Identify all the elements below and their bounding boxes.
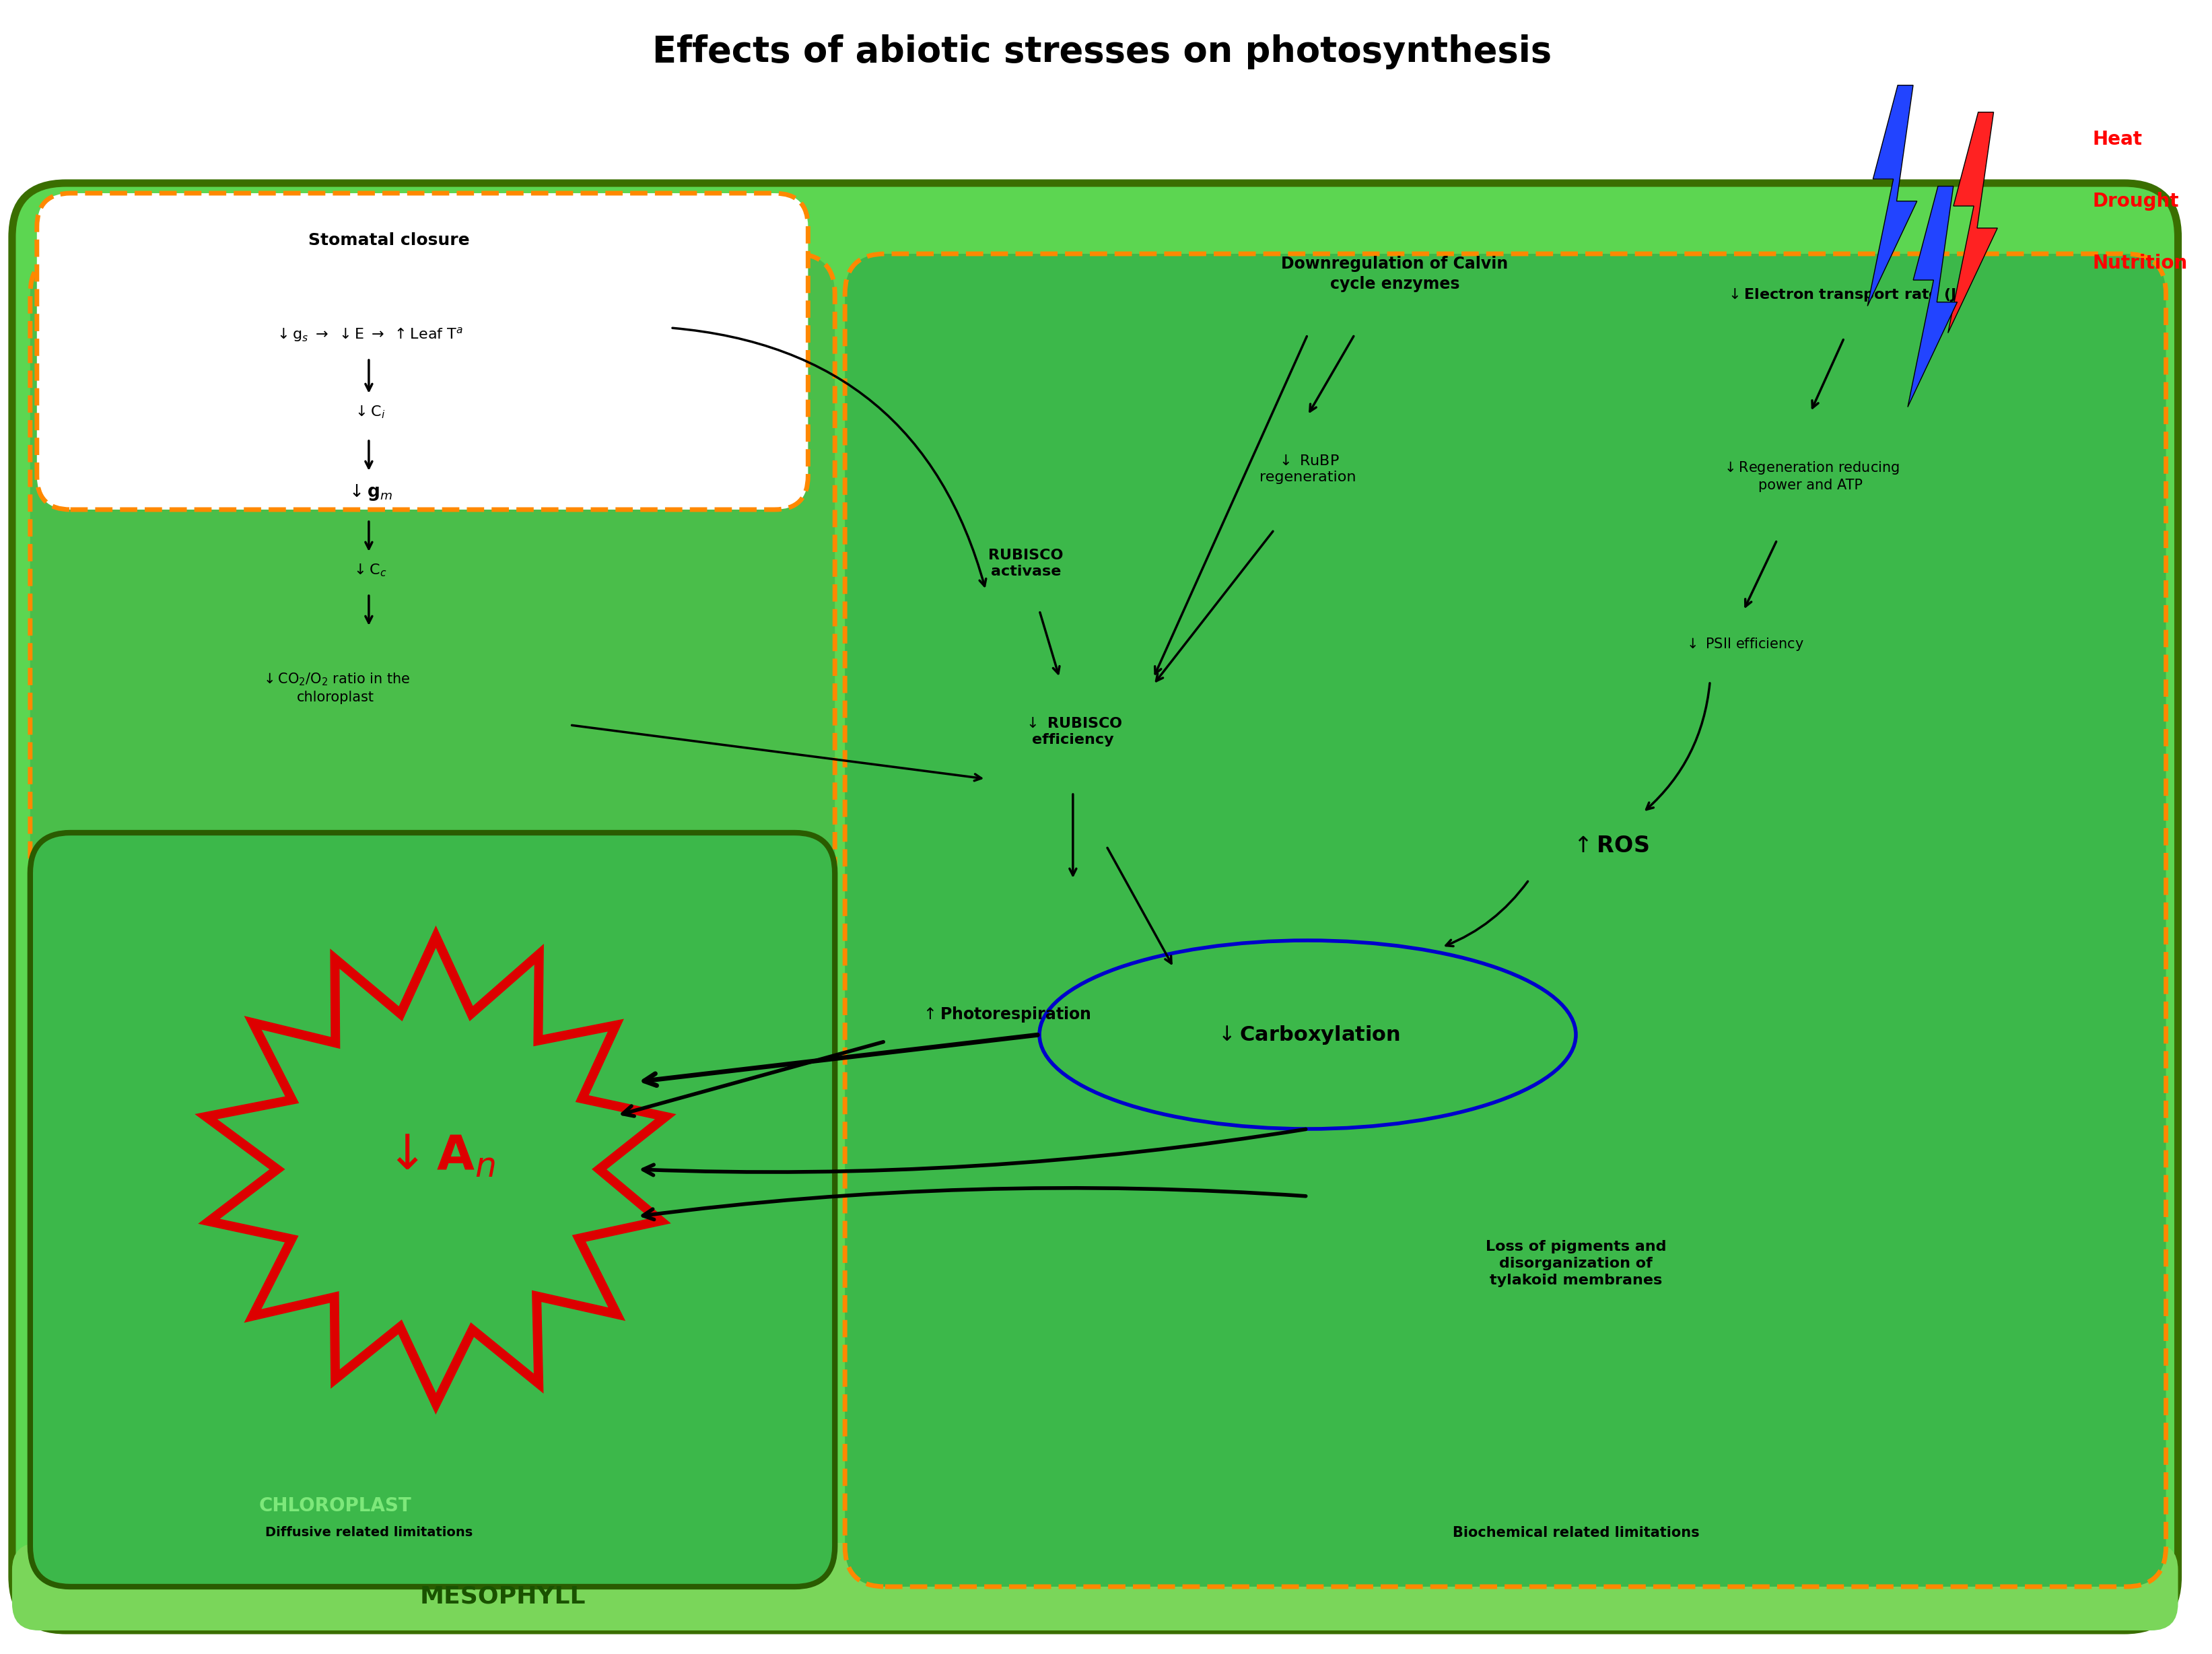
Text: $\downarrow$A$_n$: $\downarrow$A$_n$ (376, 1133, 495, 1179)
Text: $\downarrow$g$_s$ $\rightarrow$ $\downarrow$E $\rightarrow$ $\uparrow$Leaf T$^a$: $\downarrow$g$_s$ $\rightarrow$ $\downar… (274, 326, 462, 344)
Text: $\downarrow$CO$_2$/O$_2$ ratio in the
chloroplast: $\downarrow$CO$_2$/O$_2$ ratio in the ch… (261, 672, 409, 705)
Text: $\downarrow$Carboxylation: $\downarrow$Carboxylation (1214, 1024, 1400, 1045)
Text: CHLOROPLAST: CHLOROPLAST (259, 1497, 411, 1515)
FancyBboxPatch shape (38, 194, 807, 509)
Text: $\downarrow$Regeneration reducing
power and ATP: $\downarrow$Regeneration reducing power … (1721, 460, 1900, 493)
Text: RUBISCO
activase: RUBISCO activase (989, 549, 1064, 579)
FancyBboxPatch shape (11, 1543, 2179, 1631)
Text: $\downarrow$C$_c$: $\downarrow$C$_c$ (352, 562, 387, 579)
Text: Drought: Drought (2093, 192, 2179, 210)
Text: Biochemical related limitations: Biochemical related limitations (1453, 1527, 1699, 1540)
Text: Loss of pigments and
disorganization of
tylakoid membranes: Loss of pigments and disorganization of … (1486, 1240, 1666, 1287)
Text: Heat: Heat (2093, 131, 2141, 149)
Text: $\downarrow$Electron transport rate (J): $\downarrow$Electron transport rate (J) (1725, 286, 1962, 303)
Text: $\uparrow$ROS: $\uparrow$ROS (1571, 835, 1650, 857)
Polygon shape (1907, 187, 1958, 407)
FancyBboxPatch shape (11, 184, 2179, 1631)
Text: $\downarrow$ PSII efficiency: $\downarrow$ PSII efficiency (1683, 637, 1803, 652)
Text: $\downarrow$g$_m$: $\downarrow$g$_m$ (345, 483, 392, 503)
Text: Effects of abiotic stresses on photosynthesis: Effects of abiotic stresses on photosynt… (653, 35, 1551, 69)
Text: $\downarrow$C$_i$: $\downarrow$C$_i$ (352, 404, 385, 420)
Text: Diffusive related limitations: Diffusive related limitations (265, 1527, 473, 1540)
FancyBboxPatch shape (31, 832, 834, 1586)
Ellipse shape (1040, 941, 1575, 1130)
Text: Downregulation of Calvin
cycle enzymes: Downregulation of Calvin cycle enzymes (1281, 256, 1509, 293)
Text: MESOPHYLL: MESOPHYLL (420, 1585, 586, 1608)
Text: $\downarrow$ RuBP
regeneration: $\downarrow$ RuBP regeneration (1259, 455, 1356, 485)
Polygon shape (1949, 112, 1997, 332)
Text: Stomatal closure: Stomatal closure (307, 232, 469, 248)
Text: $\uparrow$Photorespiration: $\uparrow$Photorespiration (920, 1006, 1091, 1024)
Polygon shape (1867, 86, 1918, 306)
FancyBboxPatch shape (845, 253, 2166, 1586)
FancyBboxPatch shape (31, 253, 834, 1586)
Text: $\downarrow$ RUBISCO
efficiency: $\downarrow$ RUBISCO efficiency (1024, 716, 1124, 748)
Text: Nutrition: Nutrition (2093, 253, 2188, 273)
